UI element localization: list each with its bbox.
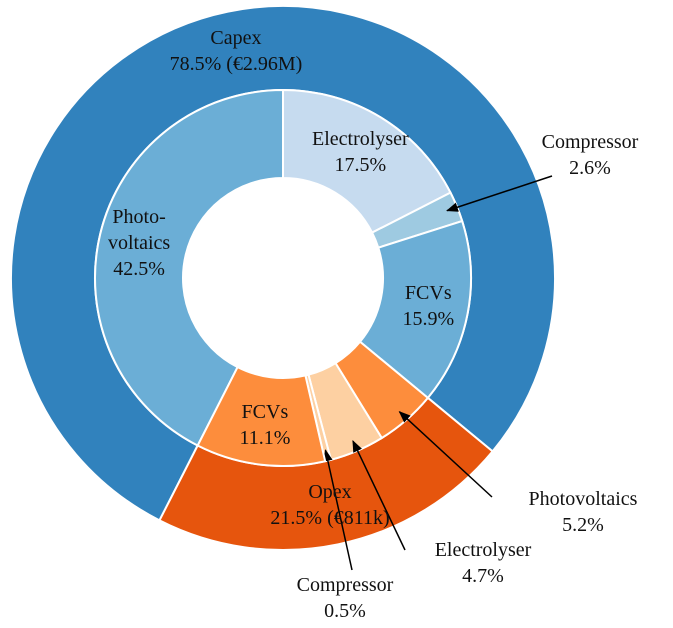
inner-wedge — [94, 88, 284, 447]
slice-label: Photovoltaics 5.2% — [529, 486, 638, 538]
label-name: Electrolyser — [312, 127, 409, 150]
callout-arrow — [352, 439, 406, 551]
label-value: 2.6% — [569, 157, 611, 179]
label-value: 0.5% — [324, 600, 366, 622]
label-value: 15.9% — [402, 308, 455, 331]
label-value: 5.2% — [562, 514, 604, 536]
callout-arrow — [398, 411, 493, 498]
label-name: FCVs — [404, 282, 452, 305]
label-name: Capex — [210, 26, 262, 49]
slice-label: Capex 78.5% (€2.96M) — [170, 25, 303, 77]
label-name: Electrolyser — [434, 539, 532, 561]
slice-label: Opex 21.5% (€811k) — [270, 479, 389, 531]
label-name: Photo- voltaics — [107, 206, 171, 255]
label-name: FCVs — [241, 400, 289, 423]
label-value: 17.5% — [334, 153, 387, 176]
label-value: 11.1% — [239, 426, 291, 449]
callout-arrow — [323, 449, 353, 571]
slice-label: Electrolyser 4.7% — [435, 537, 532, 589]
label-value: 4.7% — [462, 565, 504, 587]
label-name: Compressor — [541, 131, 639, 153]
callout-arrow — [446, 175, 553, 212]
slice-label: Photo- voltaics 42.5% — [108, 204, 170, 282]
slice-label: Compressor 2.6% — [542, 129, 639, 181]
inner-wedge — [282, 88, 452, 234]
label-name: Photovoltaics — [528, 488, 638, 510]
slice-label: Electrolyser 17.5% — [312, 126, 409, 178]
label-value: 21.5% (€811k) — [270, 507, 390, 530]
label-value: 42.5% — [113, 258, 165, 281]
inner-wedge — [358, 219, 472, 400]
label-name: Opex — [308, 481, 352, 504]
slice-label: FCVs 15.9% — [402, 280, 454, 332]
inner-wedge — [196, 365, 327, 467]
slice-label: FCVs 11.1% — [239, 399, 290, 451]
label-name: Compressor — [296, 574, 394, 596]
label-value: 78.5% (€2.96M) — [169, 52, 303, 75]
slice-label: Compressor 0.5% — [297, 572, 394, 624]
